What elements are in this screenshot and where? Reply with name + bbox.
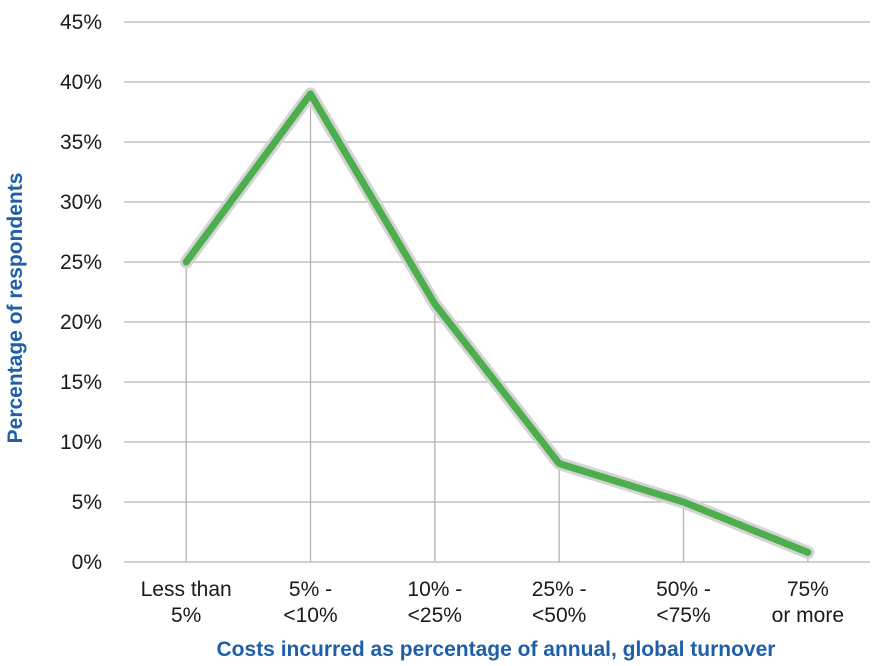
y-tick-label: 0% <box>72 551 102 574</box>
y-tick-label: 45% <box>60 11 102 34</box>
y-axis-tick-labels: 0% 5% 10% 15% 20% 25% 30% 35% 40% 45% <box>60 11 102 574</box>
y-tick-label: 5% <box>72 491 102 514</box>
y-tick-label: 10% <box>60 431 102 454</box>
series-line-halo <box>179 87 815 559</box>
x-tick-label: 25% -<50% <box>532 578 587 627</box>
y-tick-label: 30% <box>60 191 102 214</box>
x-axis-title: Costs incurred as percentage of annual, … <box>217 638 776 661</box>
gridlines <box>124 21 870 563</box>
y-tick-label: 35% <box>60 131 102 154</box>
series-line-path <box>182 90 812 556</box>
x-tick-label: Less than 5% <box>141 578 232 627</box>
y-tick-label: 40% <box>60 71 102 94</box>
y-tick-label: 15% <box>60 371 102 394</box>
x-tick-label: 5% -<10% <box>283 578 337 627</box>
series-line <box>179 87 815 559</box>
y-tick-label: 25% <box>60 251 102 274</box>
y-tick-label: 20% <box>60 311 102 334</box>
x-tick-label: 10% -<25% <box>407 578 462 627</box>
x-tick-label: 75% or more <box>772 578 844 627</box>
category-guides <box>185 94 809 562</box>
x-tick-label: 50% -<75% <box>656 578 711 627</box>
x-axis-tick-labels: Less than 5% 5% -<10% 10% -<25% 25% -<50% 50%… <box>141 578 844 627</box>
y-axis-title: Percentage of respondents <box>4 173 27 444</box>
